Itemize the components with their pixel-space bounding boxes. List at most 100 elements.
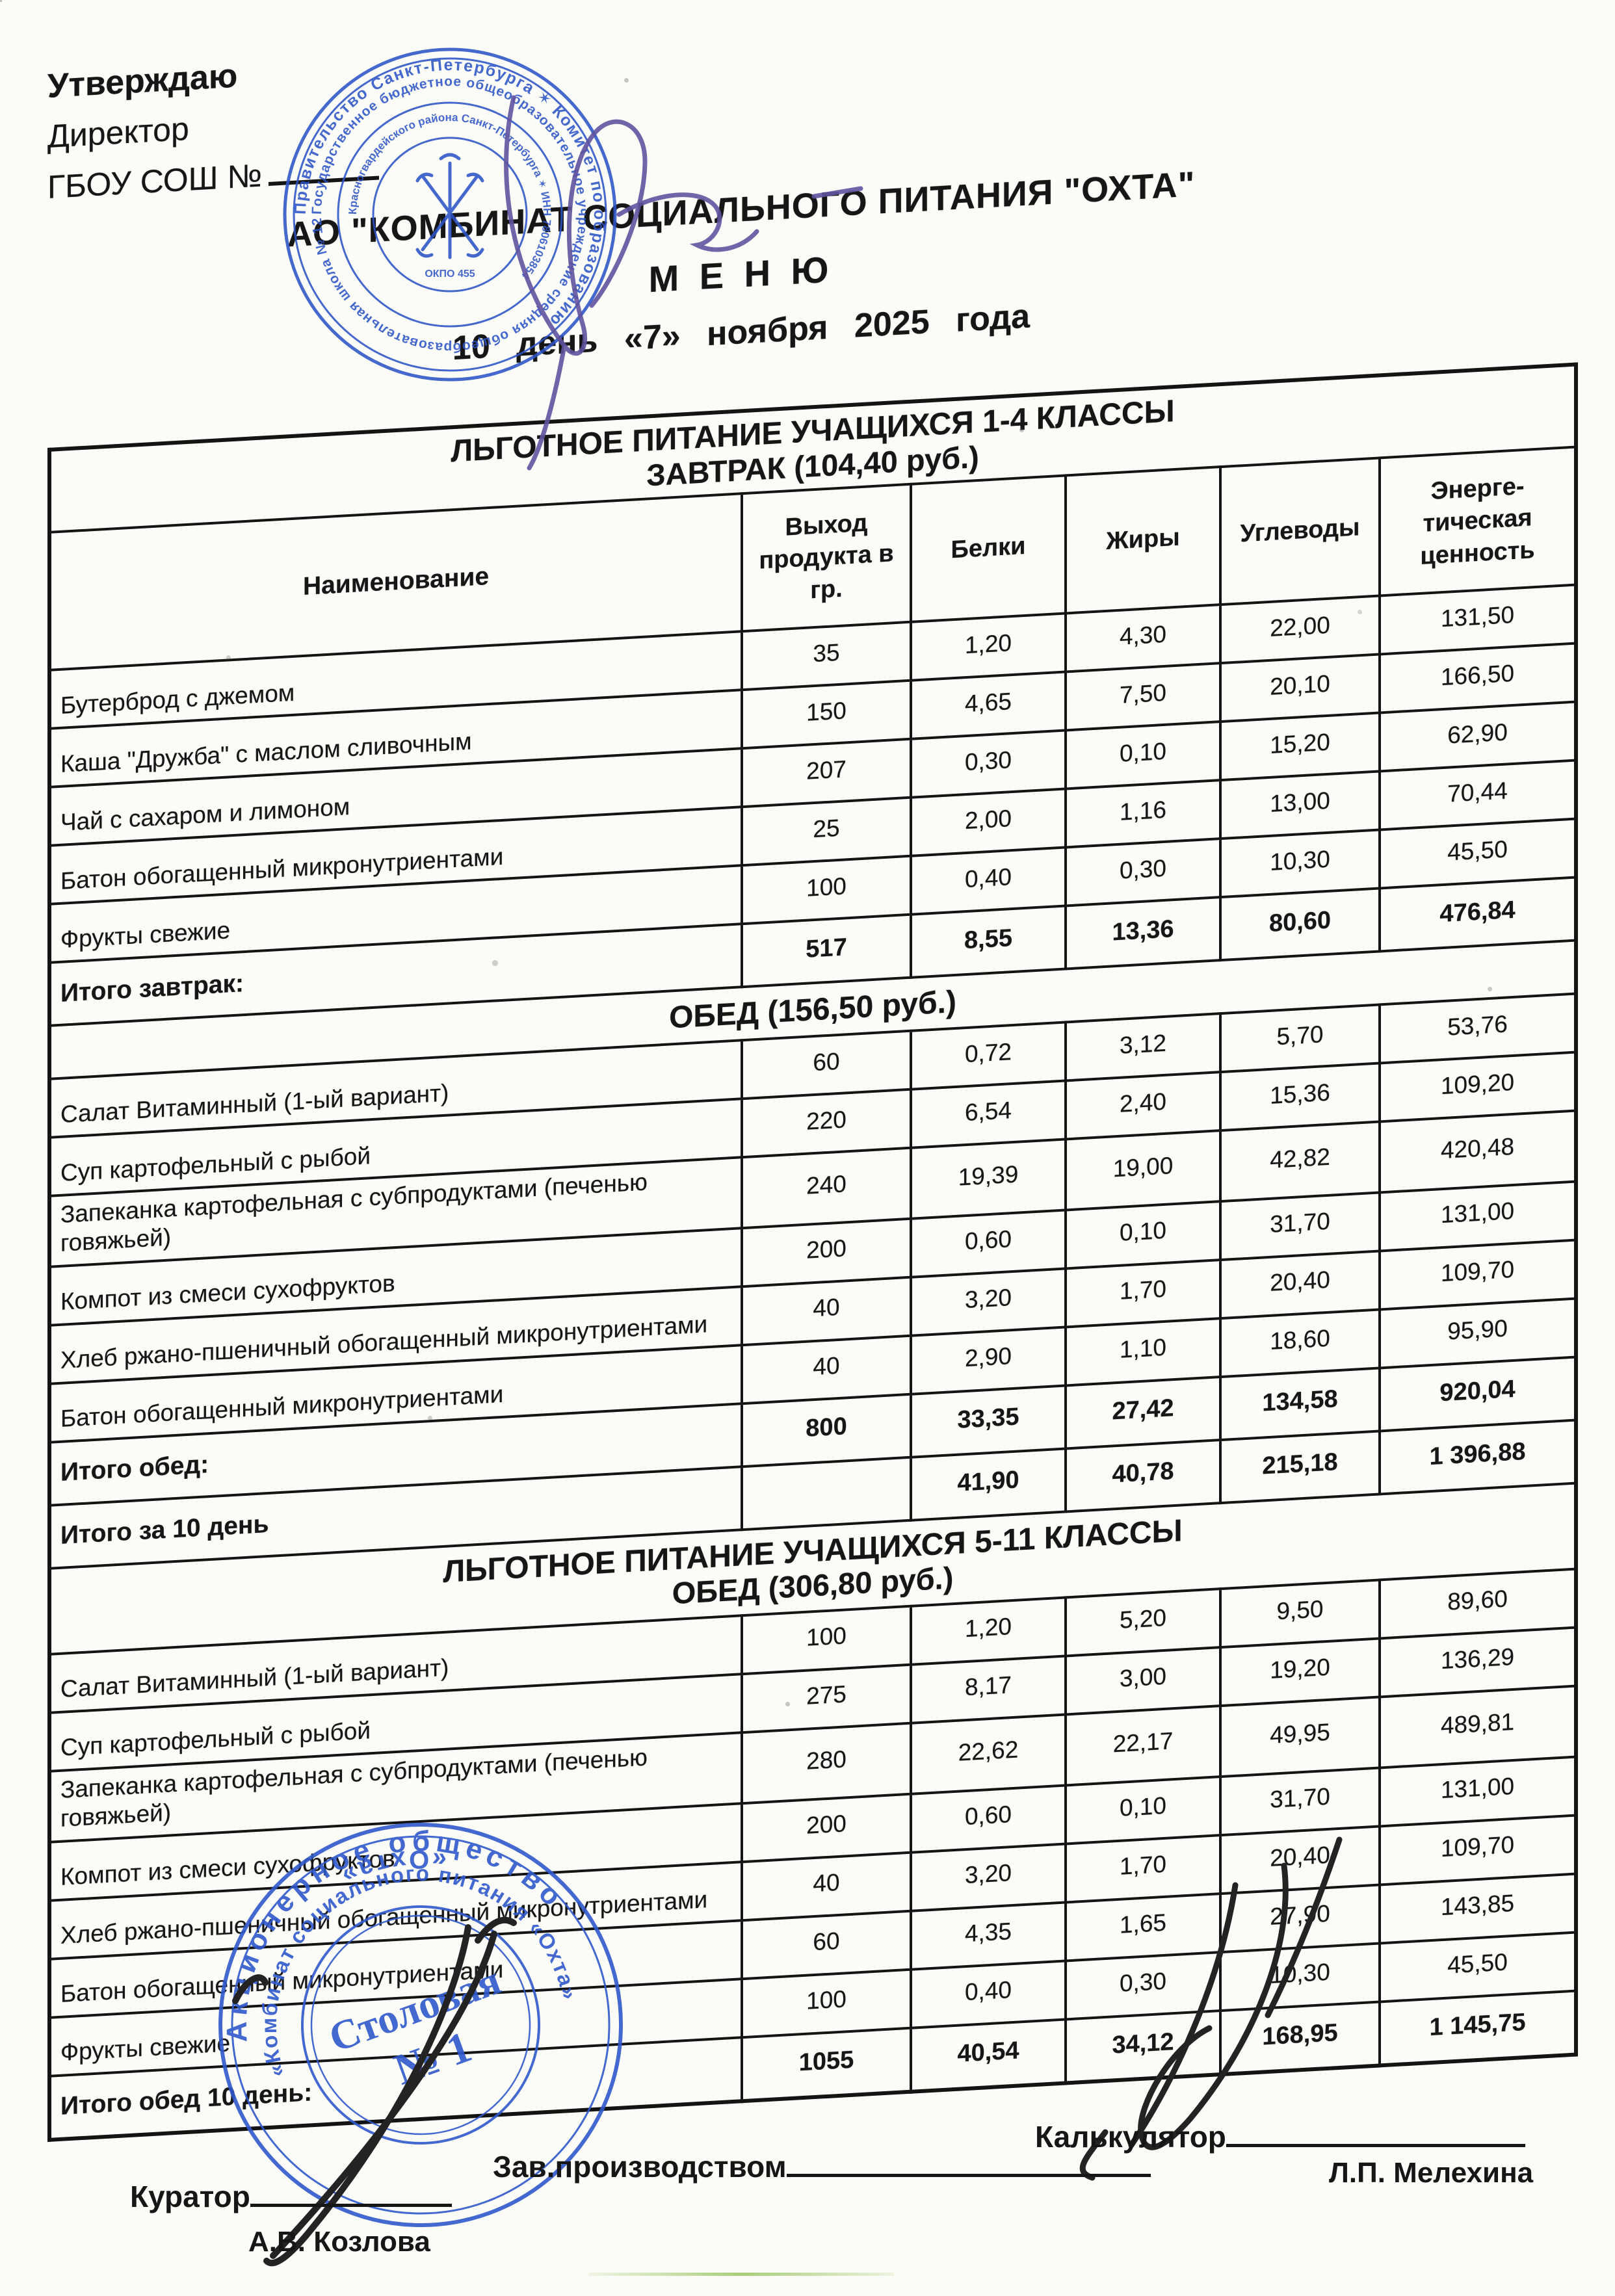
value-cell: 1 145,75 <box>1380 1990 1577 2065</box>
value-cell: 275 <box>742 1664 911 1733</box>
value-cell: 31,70 <box>1220 1192 1380 1260</box>
value-cell: 15,20 <box>1220 712 1380 781</box>
value-cell: 136,29 <box>1380 1627 1577 1697</box>
school-number-blank <box>269 150 380 186</box>
production-sign-line <box>786 2152 1151 2177</box>
value-cell: 40,54 <box>911 2019 1066 2092</box>
value-cell: 1,16 <box>1066 780 1220 848</box>
value-cell: 0,10 <box>1066 722 1220 789</box>
value-cell: 19,00 <box>1066 1130 1220 1210</box>
value-cell: 131,50 <box>1380 584 1577 655</box>
value-cell: 0,10 <box>1066 1776 1220 1844</box>
value-cell: 10,30 <box>1220 1942 1380 2011</box>
value-cell: 1,20 <box>911 613 1066 681</box>
value-cell: 1,70 <box>1066 1259 1220 1327</box>
document-body: Утверждаю Директор ГБОУ СОШ № АО "КОМБИН… <box>36 0 1579 2145</box>
value-cell: 80,60 <box>1220 888 1380 961</box>
value-cell: 109,70 <box>1380 1240 1577 1310</box>
curator-sign-line <box>250 2182 452 2207</box>
value-cell: 131,00 <box>1380 1181 1577 1251</box>
value-cell: 8,55 <box>911 906 1066 978</box>
value-cell: 19,20 <box>1220 1638 1380 1706</box>
scan-specks <box>0 0 2 2</box>
production-label: Зав.производством <box>493 2150 787 2184</box>
calculator-sign-line <box>1226 2122 1525 2147</box>
value-cell: 42,82 <box>1220 1121 1380 1201</box>
value-cell: 49,95 <box>1220 1697 1380 1777</box>
value-cell: 45,50 <box>1380 818 1577 889</box>
production-manager-field: Зав.производством <box>493 2149 1151 2184</box>
value-cell: 3,20 <box>911 1844 1066 1911</box>
value-cell: 0,60 <box>911 1785 1066 1853</box>
value-cell: 1,20 <box>911 1597 1066 1665</box>
value-cell: 13,36 <box>1066 897 1220 969</box>
value-cell: 200 <box>742 1794 911 1862</box>
value-cell: 0,40 <box>911 1961 1066 2028</box>
value-cell: 13,00 <box>1220 771 1380 839</box>
value-cell: 280 <box>742 1723 911 1803</box>
value-cell: 0,72 <box>911 1022 1066 1089</box>
approval-block: Утверждаю Директор ГБОУ СОШ № <box>47 51 380 205</box>
value-cell: 45,50 <box>1380 1932 1577 2002</box>
value-cell: 20,40 <box>1220 1251 1380 1318</box>
value-cell: 1,70 <box>1066 1834 1220 1903</box>
value-cell: 517 <box>742 914 911 987</box>
value-cell: 31,70 <box>1220 1767 1380 1835</box>
value-cell: 220 <box>742 1089 911 1158</box>
value-cell: 15,36 <box>1220 1063 1380 1131</box>
column-header-protein: Белки <box>911 475 1066 622</box>
value-cell: 240 <box>742 1147 911 1229</box>
school-label: ГБОУ СОШ № <box>47 157 263 205</box>
value-cell: 34,12 <box>1066 2010 1220 2083</box>
value-cell: 70,44 <box>1380 760 1577 830</box>
column-header-output: Выход продукта в гр. <box>742 484 911 632</box>
value-cell: 0,60 <box>911 1210 1066 1277</box>
value-cell: 5,20 <box>1066 1588 1220 1656</box>
value-cell: 20,10 <box>1220 654 1380 722</box>
value-cell: 166,50 <box>1380 643 1577 713</box>
value-cell: 5,70 <box>1220 1004 1380 1073</box>
scanner-artifact-line <box>588 2273 894 2276</box>
value-cell: 1 396,88 <box>1380 1420 1577 1494</box>
value-cell: 53,76 <box>1380 993 1577 1063</box>
approval-line: ГБОУ СОШ № <box>47 150 380 205</box>
value-cell: 8,17 <box>911 1656 1066 1723</box>
value-cell: 25 <box>742 797 911 866</box>
value-cell: 22,00 <box>1220 595 1380 664</box>
value-cell: 800 <box>742 1394 911 1467</box>
calculator-name: Л.П. Мелехина <box>1329 2157 1534 2189</box>
value-cell: 420,48 <box>1380 1110 1577 1193</box>
value-cell: 41,90 <box>911 1448 1066 1520</box>
value-cell: 60 <box>742 1030 911 1099</box>
value-cell: 60 <box>742 1911 911 1979</box>
column-header-carbs: Углеводы <box>1220 458 1380 605</box>
value-cell: 3,00 <box>1066 1647 1220 1715</box>
value-cell: 27,42 <box>1066 1376 1220 1449</box>
value-cell: 40 <box>742 1335 911 1404</box>
value-cell: 4,30 <box>1066 605 1220 672</box>
calculator-label: Калькулятор <box>1035 2120 1226 2154</box>
value-cell: 35 <box>742 621 911 690</box>
value-cell: 40 <box>742 1277 911 1346</box>
approval-line: Директор <box>47 110 189 155</box>
column-header-fat: Жиры <box>1066 467 1220 614</box>
value-cell: 100 <box>742 855 911 924</box>
value-cell: 131,00 <box>1380 1756 1577 1826</box>
value-cell: 3,12 <box>1066 1013 1220 1081</box>
curator-label: Куратор <box>130 2180 250 2213</box>
value-cell: 109,70 <box>1380 1815 1577 1885</box>
value-cell: 18,60 <box>1220 1309 1380 1377</box>
value-cell: 134,58 <box>1220 1368 1380 1440</box>
value-cell: 100 <box>742 1969 911 2037</box>
curator-name: А.В. Козлова <box>248 2226 430 2258</box>
value-cell: 0,40 <box>911 847 1066 915</box>
value-cell: 9,50 <box>1220 1580 1380 1647</box>
value-cell: 1,65 <box>1066 1893 1220 1961</box>
value-cell: 2,90 <box>911 1327 1066 1394</box>
value-cell: 95,90 <box>1380 1298 1577 1368</box>
value-cell: 0,30 <box>911 730 1066 798</box>
value-cell: 215,18 <box>1220 1431 1380 1503</box>
value-cell: 1,10 <box>1066 1318 1220 1386</box>
value-cell: 22,17 <box>1066 1705 1220 1786</box>
